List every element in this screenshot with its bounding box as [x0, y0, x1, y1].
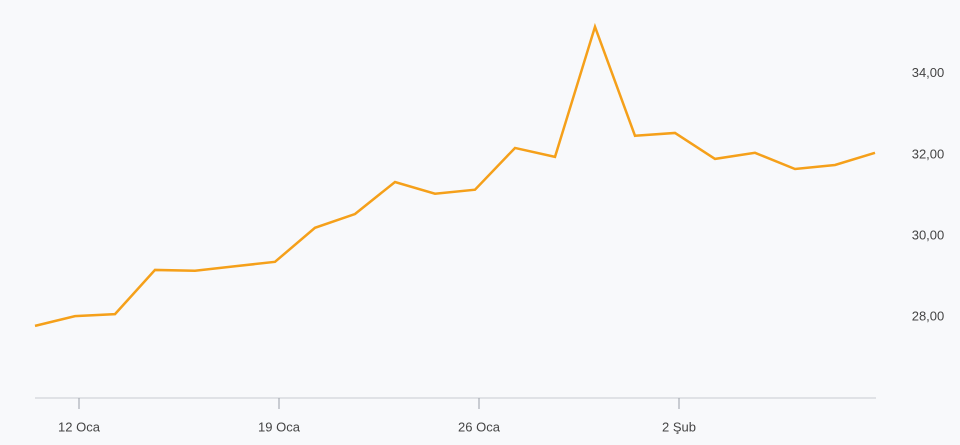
price-line	[34, 22, 876, 328]
y-tick-label: 28,00	[912, 308, 945, 323]
y-tick-label: 34,00	[912, 65, 945, 80]
y-tick-label: 32,00	[912, 146, 945, 161]
x-tick-label: 26 Oca	[458, 419, 501, 434]
y-tick-label: 30,00	[912, 227, 945, 242]
x-tick-label: 2 Şub	[662, 419, 696, 434]
x-tick-label: 19 Oca	[258, 419, 301, 434]
x-tick-label: 12 Oca	[58, 419, 101, 434]
